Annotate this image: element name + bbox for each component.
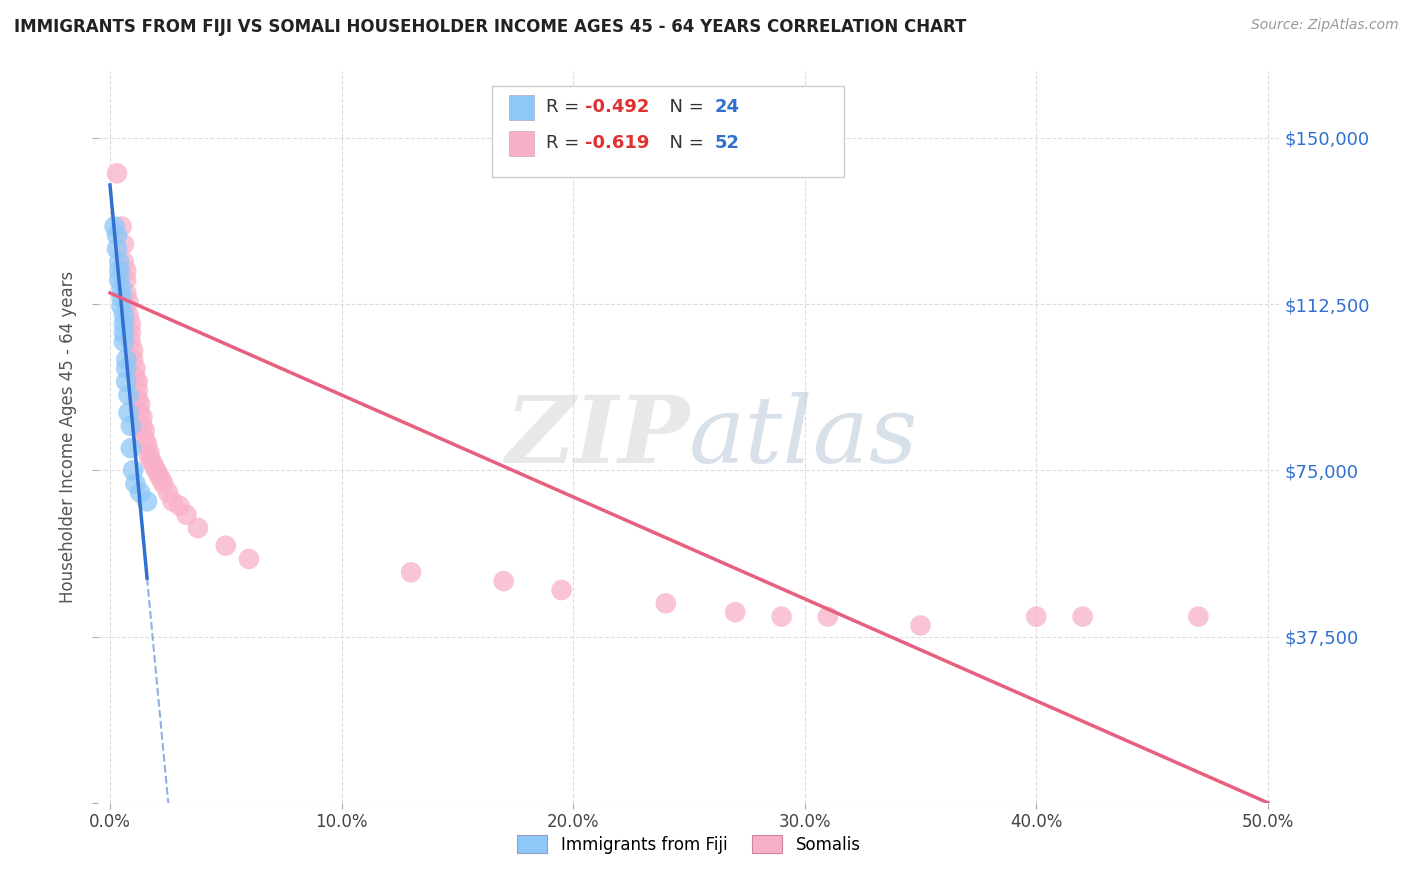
Point <box>550 582 572 597</box>
Point <box>115 375 138 389</box>
Text: -0.492: -0.492 <box>585 98 650 116</box>
Point <box>215 539 238 553</box>
Point <box>112 255 135 269</box>
Point <box>105 242 128 256</box>
Point <box>120 334 142 349</box>
Point <box>110 290 132 304</box>
Point <box>122 463 145 477</box>
Point <box>117 308 139 322</box>
Point <box>1071 609 1094 624</box>
Legend: Immigrants from Fiji, Somalis: Immigrants from Fiji, Somalis <box>510 829 868 860</box>
Point <box>112 317 135 331</box>
Point <box>110 282 132 296</box>
Point <box>169 499 191 513</box>
Point <box>124 361 146 376</box>
Point <box>108 264 131 278</box>
Y-axis label: Householder Income Ages 45 - 64 years: Householder Income Ages 45 - 64 years <box>59 271 77 603</box>
Point <box>149 472 172 486</box>
Point <box>143 458 166 473</box>
Point <box>115 264 138 278</box>
Point <box>120 317 142 331</box>
Point <box>131 419 153 434</box>
Text: ZIP: ZIP <box>505 392 689 482</box>
Point <box>110 299 132 313</box>
Point <box>120 419 142 434</box>
Point <box>129 406 152 420</box>
Point <box>110 219 132 234</box>
Text: IMMIGRANTS FROM FIJI VS SOMALI HOUSEHOLDER INCOME AGES 45 - 64 YEARS CORRELATION: IMMIGRANTS FROM FIJI VS SOMALI HOUSEHOLD… <box>14 18 966 36</box>
Point <box>105 228 128 243</box>
Point <box>770 609 793 624</box>
Point <box>138 450 160 464</box>
Point <box>134 432 156 446</box>
Point <box>127 375 149 389</box>
Text: N =: N = <box>658 134 710 152</box>
Point <box>112 334 135 349</box>
Point <box>655 596 678 610</box>
Point <box>145 463 167 477</box>
Point <box>117 406 139 420</box>
Point <box>176 508 198 522</box>
Point <box>724 605 747 619</box>
Point <box>117 388 139 402</box>
Point <box>129 397 152 411</box>
Point <box>108 255 131 269</box>
Point <box>910 618 932 632</box>
Point <box>817 609 839 624</box>
Point <box>138 445 160 459</box>
Point <box>1025 609 1047 624</box>
Text: atlas: atlas <box>689 392 918 482</box>
Point <box>120 326 142 340</box>
Point <box>141 454 163 468</box>
Point <box>122 352 145 367</box>
Point <box>127 384 149 398</box>
Point <box>117 294 139 309</box>
Point <box>124 370 146 384</box>
Point <box>115 361 138 376</box>
Point <box>131 410 153 425</box>
Text: Source: ZipAtlas.com: Source: ZipAtlas.com <box>1251 18 1399 32</box>
Point <box>122 343 145 358</box>
Point <box>152 476 174 491</box>
Point <box>492 574 515 589</box>
Point <box>129 485 152 500</box>
Point <box>162 494 184 508</box>
Point <box>108 273 131 287</box>
Point <box>148 467 170 482</box>
Point <box>1187 609 1209 624</box>
Point <box>112 326 135 340</box>
Point <box>120 441 142 455</box>
Point <box>399 566 422 580</box>
Text: R =: R = <box>546 98 585 116</box>
Text: R =: R = <box>546 134 585 152</box>
Text: 52: 52 <box>714 134 740 152</box>
Point <box>238 552 260 566</box>
Text: 24: 24 <box>714 98 740 116</box>
Point <box>134 424 156 438</box>
Point <box>112 308 135 322</box>
Point <box>115 273 138 287</box>
Point <box>136 494 159 508</box>
Point <box>104 219 127 234</box>
Text: -0.619: -0.619 <box>585 134 650 152</box>
Point <box>105 166 128 180</box>
Point <box>127 392 149 407</box>
Point <box>156 485 179 500</box>
Point <box>112 237 135 252</box>
Text: N =: N = <box>658 98 710 116</box>
Point <box>115 352 138 367</box>
Point <box>115 285 138 300</box>
Point <box>124 476 146 491</box>
Point <box>187 521 209 535</box>
Point <box>136 436 159 450</box>
